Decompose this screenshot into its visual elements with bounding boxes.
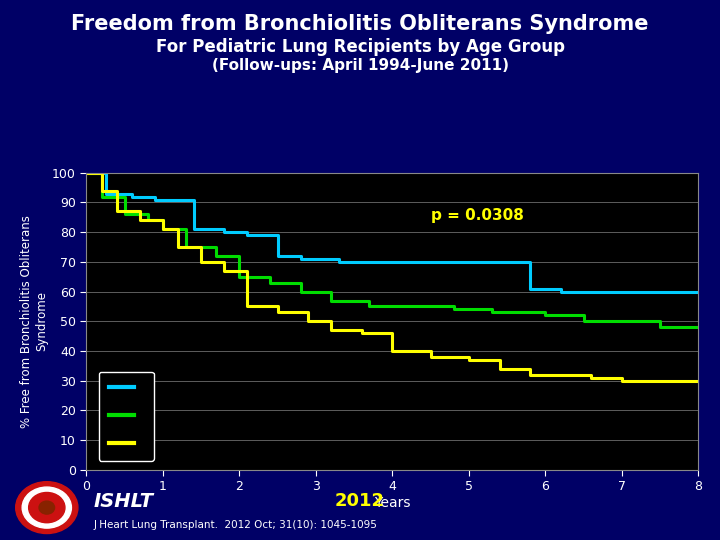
Y-axis label: % Free from Bronchiolitis Obliterans
Syndrome: % Free from Bronchiolitis Obliterans Syn… [20, 215, 48, 428]
Text: J Heart Lung Transplant.  2012 Oct; 31(10): 1045-1095: J Heart Lung Transplant. 2012 Oct; 31(10… [94, 520, 377, 530]
Text: p = 0.0308: p = 0.0308 [431, 208, 523, 224]
Text: 2012: 2012 [335, 492, 385, 510]
Text: ISHLT: ISHLT [94, 491, 153, 511]
Circle shape [29, 492, 65, 523]
Circle shape [39, 501, 55, 514]
Circle shape [16, 482, 78, 534]
X-axis label: Years: Years [374, 496, 410, 510]
Text: Freedom from Bronchiolitis Obliterans Syndrome: Freedom from Bronchiolitis Obliterans Sy… [71, 14, 649, 33]
Text: (Follow-ups: April 1994-June 2011): (Follow-ups: April 1994-June 2011) [212, 58, 508, 73]
Text: For Pediatric Lung Recipients by Age Group: For Pediatric Lung Recipients by Age Gro… [156, 38, 564, 56]
Circle shape [22, 487, 71, 528]
Legend: , , : , , [99, 372, 154, 461]
